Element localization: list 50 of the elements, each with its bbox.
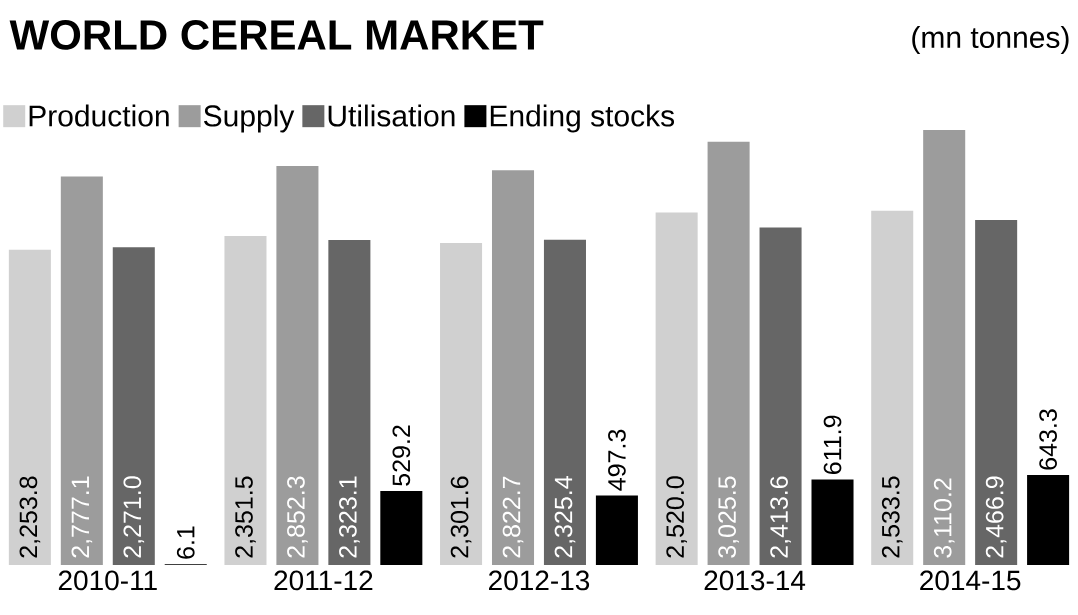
chart-title: WORLD CEREAL MARKET <box>9 20 544 50</box>
bar <box>595 495 638 565</box>
bar <box>811 479 854 565</box>
bar <box>328 240 371 565</box>
data-label: 2,777.1 <box>71 476 93 558</box>
bar <box>276 166 319 565</box>
data-label: 2,413.6 <box>770 476 791 558</box>
data-label: 2,533.5 <box>881 476 903 558</box>
data-label: 2,852.3 <box>287 476 308 558</box>
data-label: 2,301.6 <box>450 476 472 558</box>
bar <box>871 210 914 565</box>
data-label: 529.2 <box>392 425 411 486</box>
data-label: 2,466.9 <box>985 476 1007 558</box>
data-label: 2,520.0 <box>666 476 687 558</box>
data-label: 2,822.7 <box>502 476 524 558</box>
bar <box>60 176 103 565</box>
data-label: 2,253.8 <box>19 476 41 558</box>
bar <box>112 247 155 565</box>
data-label: 6.1 <box>176 526 195 559</box>
bar <box>224 236 267 565</box>
data-label: 497.3 <box>608 429 626 491</box>
chart-subtitle: (mn tonnes) <box>912 26 1069 54</box>
legend-label: Supply <box>204 104 295 133</box>
data-label: 2,271.0 <box>123 476 145 558</box>
data-label: 2,351.5 <box>235 476 256 558</box>
data-label: 643.3 <box>1039 409 1057 470</box>
data-label: 2,323.1 <box>339 476 360 558</box>
bar <box>707 141 750 565</box>
bar <box>975 219 1018 565</box>
data-label: 3,110.2 <box>933 478 955 558</box>
legend-label: Production <box>29 104 169 127</box>
x-tick-label: 2010-11 <box>58 570 157 591</box>
bar <box>1027 475 1070 565</box>
data-label: 611.9 <box>823 415 842 474</box>
bar <box>380 490 423 565</box>
bar <box>923 129 966 565</box>
x-tick-label: 2011-12 <box>274 570 373 591</box>
bar <box>655 212 698 565</box>
x-tick-label: 2014-15 <box>920 570 1021 591</box>
data-label: 3,025.5 <box>718 476 739 558</box>
bar <box>440 243 483 565</box>
legend-label: Ending stocks <box>490 104 675 133</box>
data-label: 2,325.4 <box>554 476 576 558</box>
bar <box>491 170 535 565</box>
legend-label: Utilisation <box>328 104 455 127</box>
x-tick-label: 2013-14 <box>704 570 806 591</box>
bar <box>759 227 802 565</box>
bar <box>543 239 586 565</box>
x-tick-label: 2012-13 <box>489 570 590 591</box>
bar <box>8 249 51 565</box>
